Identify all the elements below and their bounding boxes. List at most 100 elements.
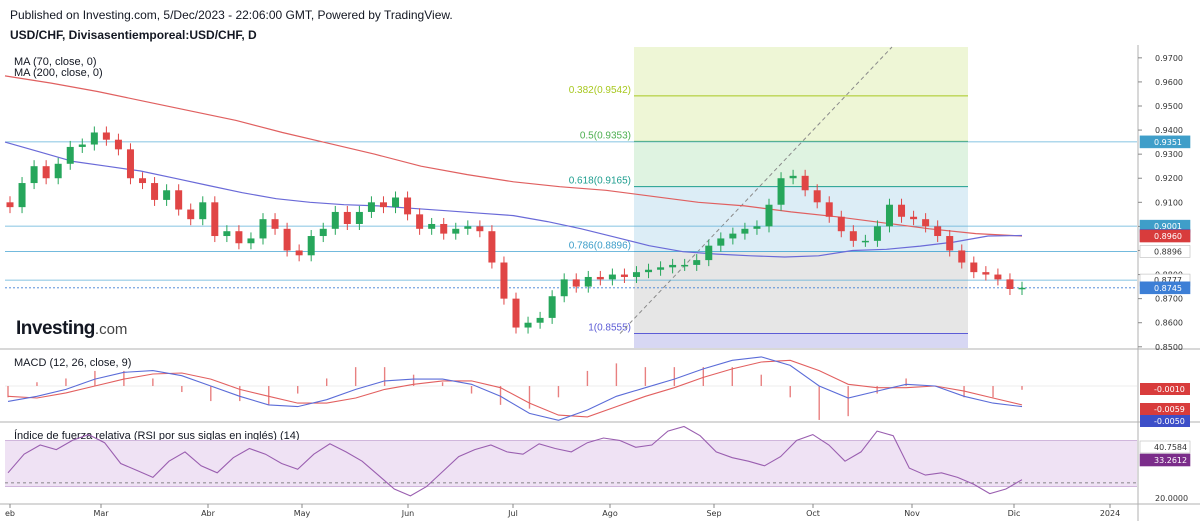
fib-level-label: 1(0.8555) bbox=[588, 323, 631, 334]
rsi-band bbox=[5, 440, 1137, 487]
fib-zone bbox=[634, 141, 968, 187]
price-badge-label: 0.9351 bbox=[1154, 138, 1182, 147]
candle-body bbox=[307, 236, 315, 256]
candle-body bbox=[78, 144, 86, 147]
candle-body bbox=[187, 209, 195, 220]
logo-domain: .com bbox=[94, 321, 128, 338]
time-tick-label: Nov bbox=[904, 509, 920, 518]
price-tick-label: 0.9700 bbox=[1155, 54, 1183, 63]
candle-body bbox=[681, 264, 689, 267]
time-tick-label: eb bbox=[5, 509, 15, 518]
candle-body bbox=[825, 202, 833, 217]
candle-body bbox=[392, 197, 400, 208]
candle-body bbox=[777, 178, 785, 205]
candle-body bbox=[114, 139, 122, 150]
candle-body bbox=[440, 223, 448, 234]
candle-body bbox=[139, 178, 147, 184]
time-tick-label: Jul bbox=[507, 509, 518, 518]
fib-zone bbox=[634, 47, 968, 96]
candle-body bbox=[922, 219, 930, 227]
candle-body bbox=[319, 228, 327, 237]
rsi-tick-label: 20.0000 bbox=[1155, 494, 1188, 503]
candle-body bbox=[645, 269, 653, 273]
candle-body bbox=[729, 233, 737, 239]
candle-body bbox=[211, 202, 219, 237]
price-badge-label: 0.8896 bbox=[1154, 247, 1182, 256]
candle-body bbox=[367, 202, 375, 212]
candle-body bbox=[958, 250, 966, 263]
candle-body bbox=[620, 274, 628, 277]
time-tick-label: Oct bbox=[806, 509, 820, 518]
candle-body bbox=[669, 264, 677, 268]
candle-body bbox=[379, 202, 387, 208]
candle-body bbox=[428, 223, 436, 229]
price-badge-label: 0.8960 bbox=[1154, 232, 1182, 241]
fib-zone bbox=[634, 186, 968, 252]
candle-body bbox=[705, 245, 713, 261]
candle-body bbox=[416, 214, 424, 229]
fib-level-label: 0.786(0.8896) bbox=[569, 240, 631, 251]
investing-logo: Investing.com bbox=[16, 318, 127, 340]
price-badge bbox=[1139, 281, 1191, 295]
candle-body bbox=[608, 274, 616, 280]
candle-body bbox=[536, 317, 544, 323]
candle-body bbox=[789, 175, 797, 179]
candle-body bbox=[765, 204, 773, 227]
candle-body bbox=[693, 260, 701, 265]
candle-body bbox=[452, 228, 460, 234]
ma200-legend[interactable]: MA (200, close, 0) bbox=[14, 67, 103, 79]
price-badge-label: 0.8745 bbox=[1154, 284, 1182, 293]
macd-badge-label: -0.0050 bbox=[1154, 417, 1185, 426]
macd-signal-line bbox=[7, 359, 1023, 418]
candle-body bbox=[163, 190, 171, 200]
candle-body bbox=[584, 276, 592, 287]
time-tick-label: Mar bbox=[93, 509, 109, 518]
ma70-legend[interactable]: MA (70, close, 0) bbox=[14, 56, 97, 68]
macd-title[interactable]: MACD (12, 26, close, 9) bbox=[14, 357, 132, 369]
candle-body bbox=[572, 279, 580, 287]
candle-body bbox=[271, 219, 279, 229]
fib-zone bbox=[634, 333, 968, 348]
candle-body bbox=[175, 190, 183, 210]
candle-body bbox=[30, 166, 38, 184]
candle-body bbox=[1006, 279, 1014, 290]
price-tick-label: 0.9600 bbox=[1155, 78, 1183, 87]
candle-body bbox=[560, 279, 568, 297]
candle-body bbox=[753, 226, 761, 229]
candle-body bbox=[476, 226, 484, 232]
rsi-title[interactable]: Índice de fuerza relativa (RSI por sus s… bbox=[14, 430, 300, 442]
candle-body bbox=[1018, 287, 1026, 290]
rsi-badge-label: 40.7584 bbox=[1154, 443, 1187, 452]
price-badge bbox=[1139, 135, 1191, 149]
time-tick-label: Dic bbox=[1008, 509, 1021, 518]
fib-level-label: 0.618(0.9165) bbox=[569, 176, 631, 187]
candle-body bbox=[970, 262, 978, 273]
ma200-line bbox=[4, 75, 1023, 237]
macd-badge bbox=[1140, 383, 1190, 395]
candle-body bbox=[283, 228, 291, 251]
macd-badge-label: -0.0010 bbox=[1154, 385, 1185, 394]
candle-body bbox=[404, 197, 412, 215]
candle-body bbox=[524, 322, 532, 328]
candle-body bbox=[42, 166, 50, 179]
candle-body bbox=[994, 274, 1002, 280]
candle-body bbox=[126, 149, 134, 179]
candle-body bbox=[741, 228, 749, 234]
macd-badge bbox=[1140, 403, 1190, 415]
candle-body bbox=[982, 272, 990, 275]
candle-body bbox=[717, 238, 725, 246]
candle-body bbox=[295, 250, 303, 256]
candle-body bbox=[464, 226, 472, 229]
macd-badge-label: -0.0059 bbox=[1154, 405, 1185, 414]
candle-body bbox=[873, 226, 881, 241]
candle-body bbox=[54, 163, 62, 179]
candle-body bbox=[632, 272, 640, 277]
time-tick-label: 2024 bbox=[1100, 509, 1120, 518]
candle-body bbox=[861, 240, 869, 243]
price-badge bbox=[1139, 245, 1191, 258]
candle-body bbox=[500, 262, 508, 299]
candle-body bbox=[343, 211, 351, 224]
candle-body bbox=[657, 267, 665, 270]
time-tick-label: Ago bbox=[602, 509, 618, 518]
